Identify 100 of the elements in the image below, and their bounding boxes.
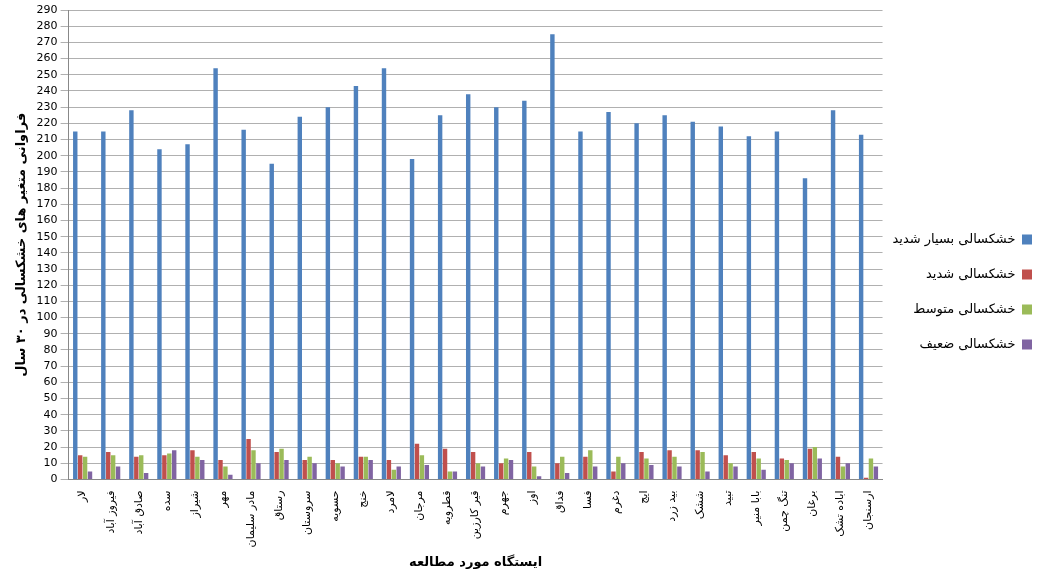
x-tick-label: صادق آباد <box>130 490 145 535</box>
bar <box>465 94 471 479</box>
x-tick-label: ارسنجان <box>861 490 875 530</box>
x-axis-title: ایستگاه مورد مطالعه <box>409 553 543 569</box>
bar <box>807 448 813 479</box>
x-tick-label: فیروز آباد <box>102 490 117 534</box>
bar <box>353 86 359 479</box>
bar <box>134 456 139 479</box>
bar <box>649 464 654 479</box>
y-tick-label: 90 <box>43 326 58 340</box>
bar <box>386 460 392 479</box>
x-tick-label: مرجان <box>412 490 426 521</box>
y-tick-label: 160 <box>36 213 58 227</box>
bar <box>527 451 532 479</box>
bar <box>77 455 83 479</box>
bar <box>185 144 190 479</box>
bar <box>812 447 818 479</box>
bar <box>368 460 373 479</box>
bar <box>588 450 593 479</box>
bar <box>269 163 274 479</box>
bar <box>672 456 677 479</box>
bar <box>774 131 780 479</box>
bar <box>606 111 611 479</box>
bar <box>251 450 256 479</box>
bar <box>284 460 289 479</box>
bar <box>756 458 761 479</box>
y-tick-label: 220 <box>36 116 58 130</box>
bar <box>312 463 317 479</box>
bar <box>139 455 144 479</box>
bar <box>335 463 340 479</box>
bar <box>241 129 246 479</box>
x-tick-label: سده <box>159 490 173 512</box>
bar <box>195 456 200 479</box>
bar <box>106 451 111 479</box>
y-tick-label: 210 <box>36 132 58 146</box>
y-tick-label: 80 <box>43 342 58 356</box>
bar <box>718 126 724 479</box>
bar <box>508 460 514 479</box>
x-tick-label: ایج <box>636 490 650 504</box>
bar <box>256 463 261 479</box>
x-tick-label: بید زرد <box>664 490 678 522</box>
bar <box>157 149 162 479</box>
bar <box>779 458 785 479</box>
x-tick-label: اباده تشک <box>833 490 847 537</box>
bar <box>330 460 335 479</box>
x-tick-label: مهر <box>215 490 229 509</box>
bar <box>789 463 794 479</box>
bar <box>452 471 458 479</box>
bar <box>503 458 509 479</box>
bar <box>835 456 841 479</box>
bar <box>634 123 639 479</box>
bar <box>494 107 499 479</box>
bar <box>279 448 284 479</box>
y-tick-label: 40 <box>43 407 58 421</box>
bar <box>723 455 728 479</box>
bar <box>302 460 307 479</box>
y-tick-label: 290 <box>36 2 58 16</box>
bar <box>475 463 481 479</box>
y-tick-label: 120 <box>36 278 58 292</box>
bar <box>616 456 621 479</box>
bar <box>325 107 331 479</box>
bar <box>868 458 874 479</box>
bar <box>447 471 453 479</box>
bar <box>555 463 560 479</box>
y-tick-label: 30 <box>43 423 58 437</box>
y-tick-label: 190 <box>36 164 58 178</box>
y-tick-label: 250 <box>36 67 58 81</box>
y-tick-label: 60 <box>43 375 58 389</box>
bar <box>274 451 279 479</box>
x-tick-label: جهرم <box>496 490 510 516</box>
y-tick-label: 110 <box>36 294 58 308</box>
bar <box>82 456 88 479</box>
y-axis-title: فراوانی متغیر های خشکسالی در ۳۰ سال <box>13 112 29 377</box>
bar <box>218 460 223 479</box>
bar <box>802 178 808 479</box>
y-tick-label: 130 <box>36 261 58 275</box>
bar <box>246 439 251 479</box>
bar <box>162 455 167 479</box>
bar <box>143 473 149 479</box>
bar <box>409 158 415 479</box>
y-tick-label: 200 <box>36 148 58 162</box>
x-tick-label: بابا منیر <box>749 490 763 527</box>
y-tick-label: 270 <box>36 35 58 49</box>
x-tick-label: سروستان <box>300 490 314 536</box>
y-tick-label: 260 <box>36 51 58 65</box>
bar <box>340 466 345 479</box>
x-tick-label: فسا <box>580 490 594 509</box>
bar <box>761 469 766 479</box>
x-tick-label: لار <box>75 490 89 504</box>
x-tick-label: برغان <box>805 490 819 517</box>
bar <box>550 34 555 479</box>
legend-label: خشکسالی بسیار شدید <box>892 230 1016 247</box>
bar <box>190 450 195 479</box>
bar <box>733 466 738 479</box>
y-tick-label: 100 <box>36 310 58 324</box>
y-tick-label: 140 <box>36 245 58 259</box>
x-tick-label: فداق <box>552 490 566 514</box>
y-tick-label: 240 <box>36 83 58 97</box>
bar <box>381 68 387 479</box>
bar <box>700 451 705 479</box>
